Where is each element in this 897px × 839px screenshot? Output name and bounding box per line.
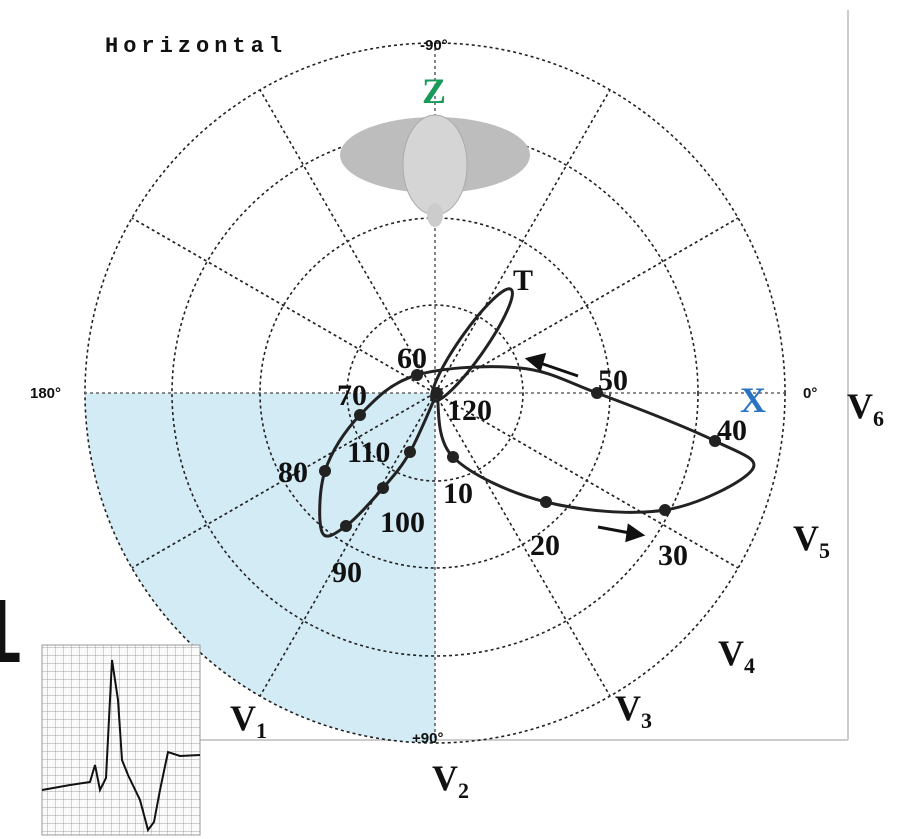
loop-point: [540, 496, 552, 508]
point-label: 10: [443, 477, 473, 510]
grid-ray: [435, 393, 610, 696]
point-label: 20: [530, 529, 560, 562]
point-label: 40: [717, 414, 747, 447]
loop-point: [659, 504, 671, 516]
point-label: 30: [658, 539, 688, 572]
loop-point: [447, 451, 459, 463]
page: {"title": "Horizontal", "axis_labels": {…: [0, 0, 897, 839]
lead-label: V3: [615, 688, 652, 733]
loop-point: [340, 520, 352, 532]
lead-letter: V: [230, 698, 256, 738]
point-label: 120: [447, 394, 492, 427]
lead-label: V4: [718, 633, 755, 678]
lead-letter: V: [718, 633, 744, 673]
lead-letter: V: [615, 688, 641, 728]
point-label: 80: [278, 456, 308, 489]
point-label: 90: [332, 556, 362, 589]
point-label: 50: [598, 364, 628, 397]
lead-label: V6: [847, 386, 884, 431]
point-label: 60: [397, 342, 427, 375]
ecg-inset: [42, 645, 200, 835]
head-icon: [340, 115, 530, 227]
diagram: Horizontal -90° 180° 0° +90° Z X T 1 102…: [0, 0, 897, 839]
loop-point: [377, 482, 389, 494]
lead-subscript: 2: [458, 778, 469, 803]
point-label: 70: [337, 379, 367, 412]
lead-letter: V: [793, 518, 819, 558]
loop-point: [431, 387, 443, 399]
lead-subscript: 1: [256, 718, 267, 743]
loop-point: [319, 465, 331, 477]
z-axis: Z: [422, 71, 446, 111]
axis-label: +90°: [412, 730, 443, 747]
t-label: T: [513, 264, 533, 297]
lead-label: V2: [432, 758, 469, 803]
axis-label: 0°: [803, 385, 817, 402]
loop-point: [404, 446, 416, 458]
lead-subscript: 4: [744, 653, 755, 678]
axis-label: -90°: [420, 37, 448, 54]
point-label: 110: [347, 436, 390, 469]
lead-subscript: 6: [873, 406, 884, 431]
lead-letter: V: [847, 386, 873, 426]
axis-label: 180°: [30, 385, 61, 402]
grid-ray: [132, 218, 435, 393]
lead-subscript: 5: [819, 538, 830, 563]
point-label: 100: [380, 506, 425, 539]
lead-letter: V: [432, 758, 458, 798]
lead-label: V1: [230, 698, 267, 743]
title: Horizontal: [105, 34, 287, 59]
edge-char: 1: [0, 582, 22, 682]
lead-subscript: 3: [641, 708, 652, 733]
lead-label: V5: [793, 518, 830, 563]
